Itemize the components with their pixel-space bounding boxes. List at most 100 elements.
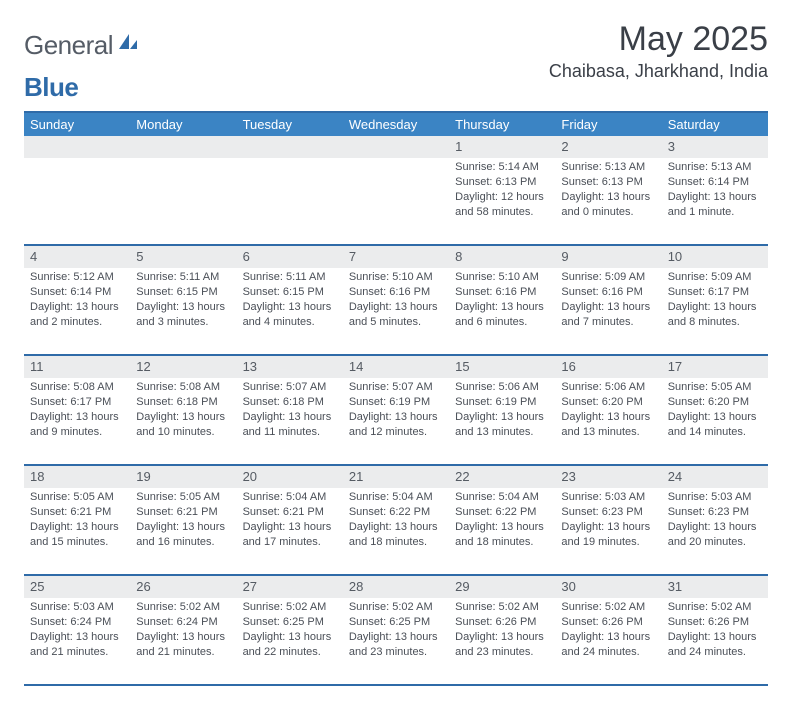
sunrise-text: Sunrise: 5:06 AM bbox=[561, 380, 655, 395]
day-cell: Sunrise: 5:10 AMSunset: 6:16 PMDaylight:… bbox=[343, 268, 449, 354]
day-cell: Sunrise: 5:13 AMSunset: 6:13 PMDaylight:… bbox=[555, 158, 661, 244]
month-title: May 2025 bbox=[549, 20, 768, 59]
day-info: Sunrise: 5:13 AMSunset: 6:13 PMDaylight:… bbox=[559, 158, 657, 219]
sunrise-text: Sunrise: 5:03 AM bbox=[561, 490, 655, 505]
sunset-text: Sunset: 6:21 PM bbox=[243, 505, 337, 520]
weeks-container: 123Sunrise: 5:14 AMSunset: 6:13 PMDaylig… bbox=[24, 136, 768, 686]
day-number: 15 bbox=[449, 356, 555, 378]
daylight-text: Daylight: 13 hours and 0 minutes. bbox=[561, 190, 655, 220]
day-cell: Sunrise: 5:07 AMSunset: 6:18 PMDaylight:… bbox=[237, 378, 343, 464]
daylight-text: Daylight: 13 hours and 9 minutes. bbox=[30, 410, 124, 440]
day-cell: Sunrise: 5:10 AMSunset: 6:16 PMDaylight:… bbox=[449, 268, 555, 354]
day-number: 23 bbox=[555, 466, 661, 488]
daybody-row: Sunrise: 5:14 AMSunset: 6:13 PMDaylight:… bbox=[24, 158, 768, 244]
day-number: 12 bbox=[130, 356, 236, 378]
sunset-text: Sunset: 6:22 PM bbox=[349, 505, 443, 520]
daylight-text: Daylight: 13 hours and 21 minutes. bbox=[136, 630, 230, 660]
sunrise-text: Sunrise: 5:07 AM bbox=[243, 380, 337, 395]
daynum-row: 45678910 bbox=[24, 246, 768, 268]
sunrise-text: Sunrise: 5:07 AM bbox=[349, 380, 443, 395]
daylight-text: Daylight: 13 hours and 21 minutes. bbox=[30, 630, 124, 660]
sunrise-text: Sunrise: 5:02 AM bbox=[455, 600, 549, 615]
day-cell bbox=[130, 158, 236, 244]
day-cell: Sunrise: 5:04 AMSunset: 6:22 PMDaylight:… bbox=[343, 488, 449, 574]
daylight-text: Daylight: 12 hours and 58 minutes. bbox=[455, 190, 549, 220]
day-cell: Sunrise: 5:05 AMSunset: 6:20 PMDaylight:… bbox=[662, 378, 768, 464]
sunrise-text: Sunrise: 5:08 AM bbox=[136, 380, 230, 395]
day-info: Sunrise: 5:12 AMSunset: 6:14 PMDaylight:… bbox=[28, 268, 126, 329]
sunrise-text: Sunrise: 5:02 AM bbox=[136, 600, 230, 615]
day-info: Sunrise: 5:02 AMSunset: 6:25 PMDaylight:… bbox=[347, 598, 445, 659]
day-cell bbox=[343, 158, 449, 244]
day-number: 3 bbox=[662, 136, 768, 158]
day-info: Sunrise: 5:11 AMSunset: 6:15 PMDaylight:… bbox=[134, 268, 232, 329]
sunset-text: Sunset: 6:20 PM bbox=[561, 395, 655, 410]
week-row: 25262728293031Sunrise: 5:03 AMSunset: 6:… bbox=[24, 576, 768, 686]
sunrise-text: Sunrise: 5:02 AM bbox=[349, 600, 443, 615]
weekday-mon: Monday bbox=[130, 113, 236, 136]
sunrise-text: Sunrise: 5:02 AM bbox=[243, 600, 337, 615]
weekday-thu: Thursday bbox=[449, 113, 555, 136]
day-number: 6 bbox=[237, 246, 343, 268]
sunset-text: Sunset: 6:26 PM bbox=[455, 615, 549, 630]
day-number bbox=[343, 136, 449, 158]
day-number: 30 bbox=[555, 576, 661, 598]
day-number: 4 bbox=[24, 246, 130, 268]
location-label: Chaibasa, Jharkhand, India bbox=[549, 61, 768, 82]
sunset-text: Sunset: 6:16 PM bbox=[455, 285, 549, 300]
sunset-text: Sunset: 6:18 PM bbox=[243, 395, 337, 410]
daylight-text: Daylight: 13 hours and 16 minutes. bbox=[136, 520, 230, 550]
sunset-text: Sunset: 6:15 PM bbox=[136, 285, 230, 300]
day-number: 28 bbox=[343, 576, 449, 598]
day-cell: Sunrise: 5:09 AMSunset: 6:16 PMDaylight:… bbox=[555, 268, 661, 354]
day-number: 21 bbox=[343, 466, 449, 488]
daylight-text: Daylight: 13 hours and 19 minutes. bbox=[561, 520, 655, 550]
day-info: Sunrise: 5:05 AMSunset: 6:21 PMDaylight:… bbox=[28, 488, 126, 549]
day-info: Sunrise: 5:07 AMSunset: 6:18 PMDaylight:… bbox=[241, 378, 339, 439]
daynum-row: 123 bbox=[24, 136, 768, 158]
weekday-tue: Tuesday bbox=[237, 113, 343, 136]
daylight-text: Daylight: 13 hours and 20 minutes. bbox=[668, 520, 762, 550]
sunrise-text: Sunrise: 5:04 AM bbox=[243, 490, 337, 505]
daylight-text: Daylight: 13 hours and 18 minutes. bbox=[455, 520, 549, 550]
day-cell: Sunrise: 5:12 AMSunset: 6:14 PMDaylight:… bbox=[24, 268, 130, 354]
daylight-text: Daylight: 13 hours and 4 minutes. bbox=[243, 300, 337, 330]
day-number bbox=[24, 136, 130, 158]
day-cell: Sunrise: 5:02 AMSunset: 6:26 PMDaylight:… bbox=[662, 598, 768, 684]
sunrise-text: Sunrise: 5:12 AM bbox=[30, 270, 124, 285]
week-row: 11121314151617Sunrise: 5:08 AMSunset: 6:… bbox=[24, 356, 768, 466]
daynum-row: 18192021222324 bbox=[24, 466, 768, 488]
day-info: Sunrise: 5:09 AMSunset: 6:17 PMDaylight:… bbox=[666, 268, 764, 329]
day-info: Sunrise: 5:11 AMSunset: 6:15 PMDaylight:… bbox=[241, 268, 339, 329]
day-info: Sunrise: 5:09 AMSunset: 6:16 PMDaylight:… bbox=[559, 268, 657, 329]
day-number: 29 bbox=[449, 576, 555, 598]
sunset-text: Sunset: 6:26 PM bbox=[668, 615, 762, 630]
sunrise-text: Sunrise: 5:02 AM bbox=[561, 600, 655, 615]
day-info: Sunrise: 5:05 AMSunset: 6:20 PMDaylight:… bbox=[666, 378, 764, 439]
daynum-row: 11121314151617 bbox=[24, 356, 768, 378]
day-info: Sunrise: 5:03 AMSunset: 6:24 PMDaylight:… bbox=[28, 598, 126, 659]
week-row: 123Sunrise: 5:14 AMSunset: 6:13 PMDaylig… bbox=[24, 136, 768, 246]
sunrise-text: Sunrise: 5:06 AM bbox=[455, 380, 549, 395]
day-info: Sunrise: 5:05 AMSunset: 6:21 PMDaylight:… bbox=[134, 488, 232, 549]
day-number: 16 bbox=[555, 356, 661, 378]
day-cell bbox=[24, 158, 130, 244]
sunset-text: Sunset: 6:13 PM bbox=[455, 175, 549, 190]
sunset-text: Sunset: 6:19 PM bbox=[349, 395, 443, 410]
day-cell: Sunrise: 5:05 AMSunset: 6:21 PMDaylight:… bbox=[130, 488, 236, 574]
daybody-row: Sunrise: 5:12 AMSunset: 6:14 PMDaylight:… bbox=[24, 268, 768, 354]
daylight-text: Daylight: 13 hours and 8 minutes. bbox=[668, 300, 762, 330]
sunset-text: Sunset: 6:21 PM bbox=[30, 505, 124, 520]
daybody-row: Sunrise: 5:03 AMSunset: 6:24 PMDaylight:… bbox=[24, 598, 768, 684]
day-number: 31 bbox=[662, 576, 768, 598]
weekday-header-row: Sunday Monday Tuesday Wednesday Thursday… bbox=[24, 113, 768, 136]
sunset-text: Sunset: 6:17 PM bbox=[668, 285, 762, 300]
day-number: 13 bbox=[237, 356, 343, 378]
sunset-text: Sunset: 6:21 PM bbox=[136, 505, 230, 520]
day-cell: Sunrise: 5:02 AMSunset: 6:25 PMDaylight:… bbox=[237, 598, 343, 684]
day-number: 7 bbox=[343, 246, 449, 268]
day-info: Sunrise: 5:14 AMSunset: 6:13 PMDaylight:… bbox=[453, 158, 551, 219]
sunset-text: Sunset: 6:17 PM bbox=[30, 395, 124, 410]
day-cell: Sunrise: 5:08 AMSunset: 6:18 PMDaylight:… bbox=[130, 378, 236, 464]
daylight-text: Daylight: 13 hours and 2 minutes. bbox=[30, 300, 124, 330]
